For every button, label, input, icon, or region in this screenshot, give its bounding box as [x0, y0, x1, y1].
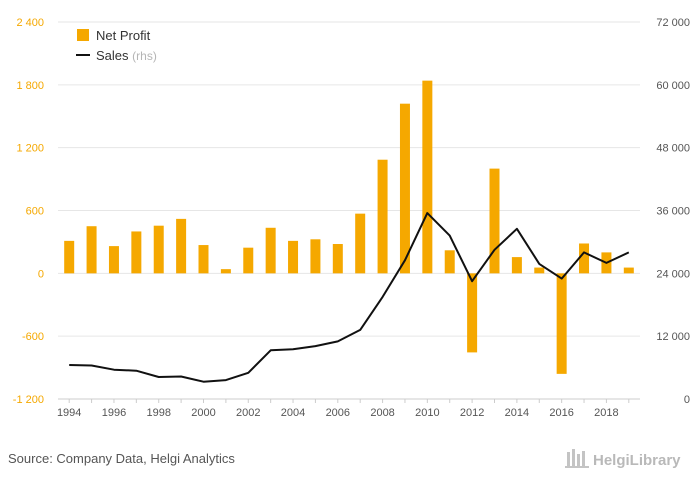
legend-net-profit-label: Net Profit: [96, 28, 151, 43]
source-text: Source: Company Data, Helgi Analytics: [8, 451, 235, 466]
net-profit-bar-2013: [489, 168, 500, 274]
x-tick-label: 1994: [57, 407, 81, 419]
legend-sales-label: Sales: [96, 48, 129, 63]
x-tick-label: 2008: [370, 407, 394, 419]
x-tick-label: 2014: [505, 407, 529, 419]
net-profit-bar-2006: [332, 244, 343, 274]
right-tick-label: 72 000: [656, 17, 690, 29]
net-profit-bar-2007: [355, 213, 366, 274]
left-tick-label: -600: [22, 331, 44, 343]
right-tick-label: 0: [684, 394, 690, 406]
net-profit-bar-1996: [108, 246, 119, 274]
x-tick-label: 2000: [191, 407, 215, 419]
net-profit-bar-2008: [377, 159, 388, 274]
left-tick-label: 1 200: [16, 143, 44, 155]
x-tick-label: 2006: [326, 407, 350, 419]
x-axis: 1994 1996 1998 2000 2002 2004 2006 2008 2010 2012…: [57, 398, 640, 419]
x-tick-label: 2010: [415, 407, 439, 419]
net-profit-bar-2019: [623, 267, 634, 274]
legend: Net Profit Sales (rhs): [76, 28, 157, 63]
x-tick-label: 1998: [146, 407, 170, 419]
net-profit-bar-2004: [288, 240, 299, 274]
sales-line: [69, 212, 630, 383]
net-profit-bar-1997: [131, 231, 142, 274]
x-tick-label: 2012: [460, 407, 484, 419]
legend-sales-suffix: (rhs): [132, 49, 157, 63]
right-tick-label: 48 000: [656, 143, 690, 155]
net-profit-bar-2017: [579, 243, 590, 274]
x-tick-label: 2004: [281, 407, 305, 419]
brand-name: HelgiLibrary: [593, 452, 681, 469]
net-profit-bar-1998: [153, 225, 164, 274]
brand-logo: HelgiLibrary: [565, 449, 681, 469]
net-profit-bar-1994: [64, 240, 75, 274]
net-profit-bar-2009: [399, 103, 410, 274]
x-tick-label: 2016: [549, 407, 573, 419]
net-profit-bars: [64, 80, 634, 374]
x-tick-label: 1996: [102, 407, 126, 419]
net-profit-bar-2002: [243, 247, 254, 274]
legend-sales-label-group: Sales (rhs): [96, 48, 157, 63]
left-tick-label: 2 400: [16, 17, 44, 29]
left-tick-label: 1 800: [16, 80, 44, 92]
net-profit-bar-2014: [511, 257, 522, 274]
left-tick-label: 600: [26, 206, 44, 218]
right-axis: 0 12 000 24 000 36 000 48 000 60 000 72 000: [656, 17, 690, 406]
right-tick-label: 60 000: [656, 80, 690, 92]
net-profit-bar-2015: [534, 267, 545, 274]
net-profit-bar-2010: [422, 80, 433, 274]
net-profit-bar-2005: [310, 239, 321, 274]
net-profit-bar-2012: [467, 273, 478, 353]
right-tick-label: 24 000: [656, 268, 690, 280]
x-tick-label: 2002: [236, 407, 260, 419]
net-profit-bar-2001: [220, 269, 231, 274]
net-profit-bar-2016: [556, 273, 567, 374]
net-profit-bar-1995: [86, 226, 97, 274]
right-tick-label: 12 000: [656, 331, 690, 343]
left-axis: -1 200 -600 0 600 1 200 1 800 2 400: [13, 17, 44, 406]
right-tick-label: 36 000: [656, 206, 690, 218]
net-profit-bar-2003: [265, 227, 276, 274]
x-tick-label: 2018: [594, 407, 618, 419]
left-tick-label: -1 200: [13, 394, 44, 406]
gridlines: [58, 21, 640, 400]
net-profit-bar-2000: [198, 245, 209, 274]
legend-net-profit-swatch: [77, 29, 89, 41]
net-profit-bar-2011: [444, 250, 455, 274]
sales-line-layer: [69, 212, 630, 383]
left-tick-label: 0: [38, 268, 44, 280]
net-profit-bar-1999: [176, 218, 187, 274]
library-icon: [565, 449, 589, 468]
